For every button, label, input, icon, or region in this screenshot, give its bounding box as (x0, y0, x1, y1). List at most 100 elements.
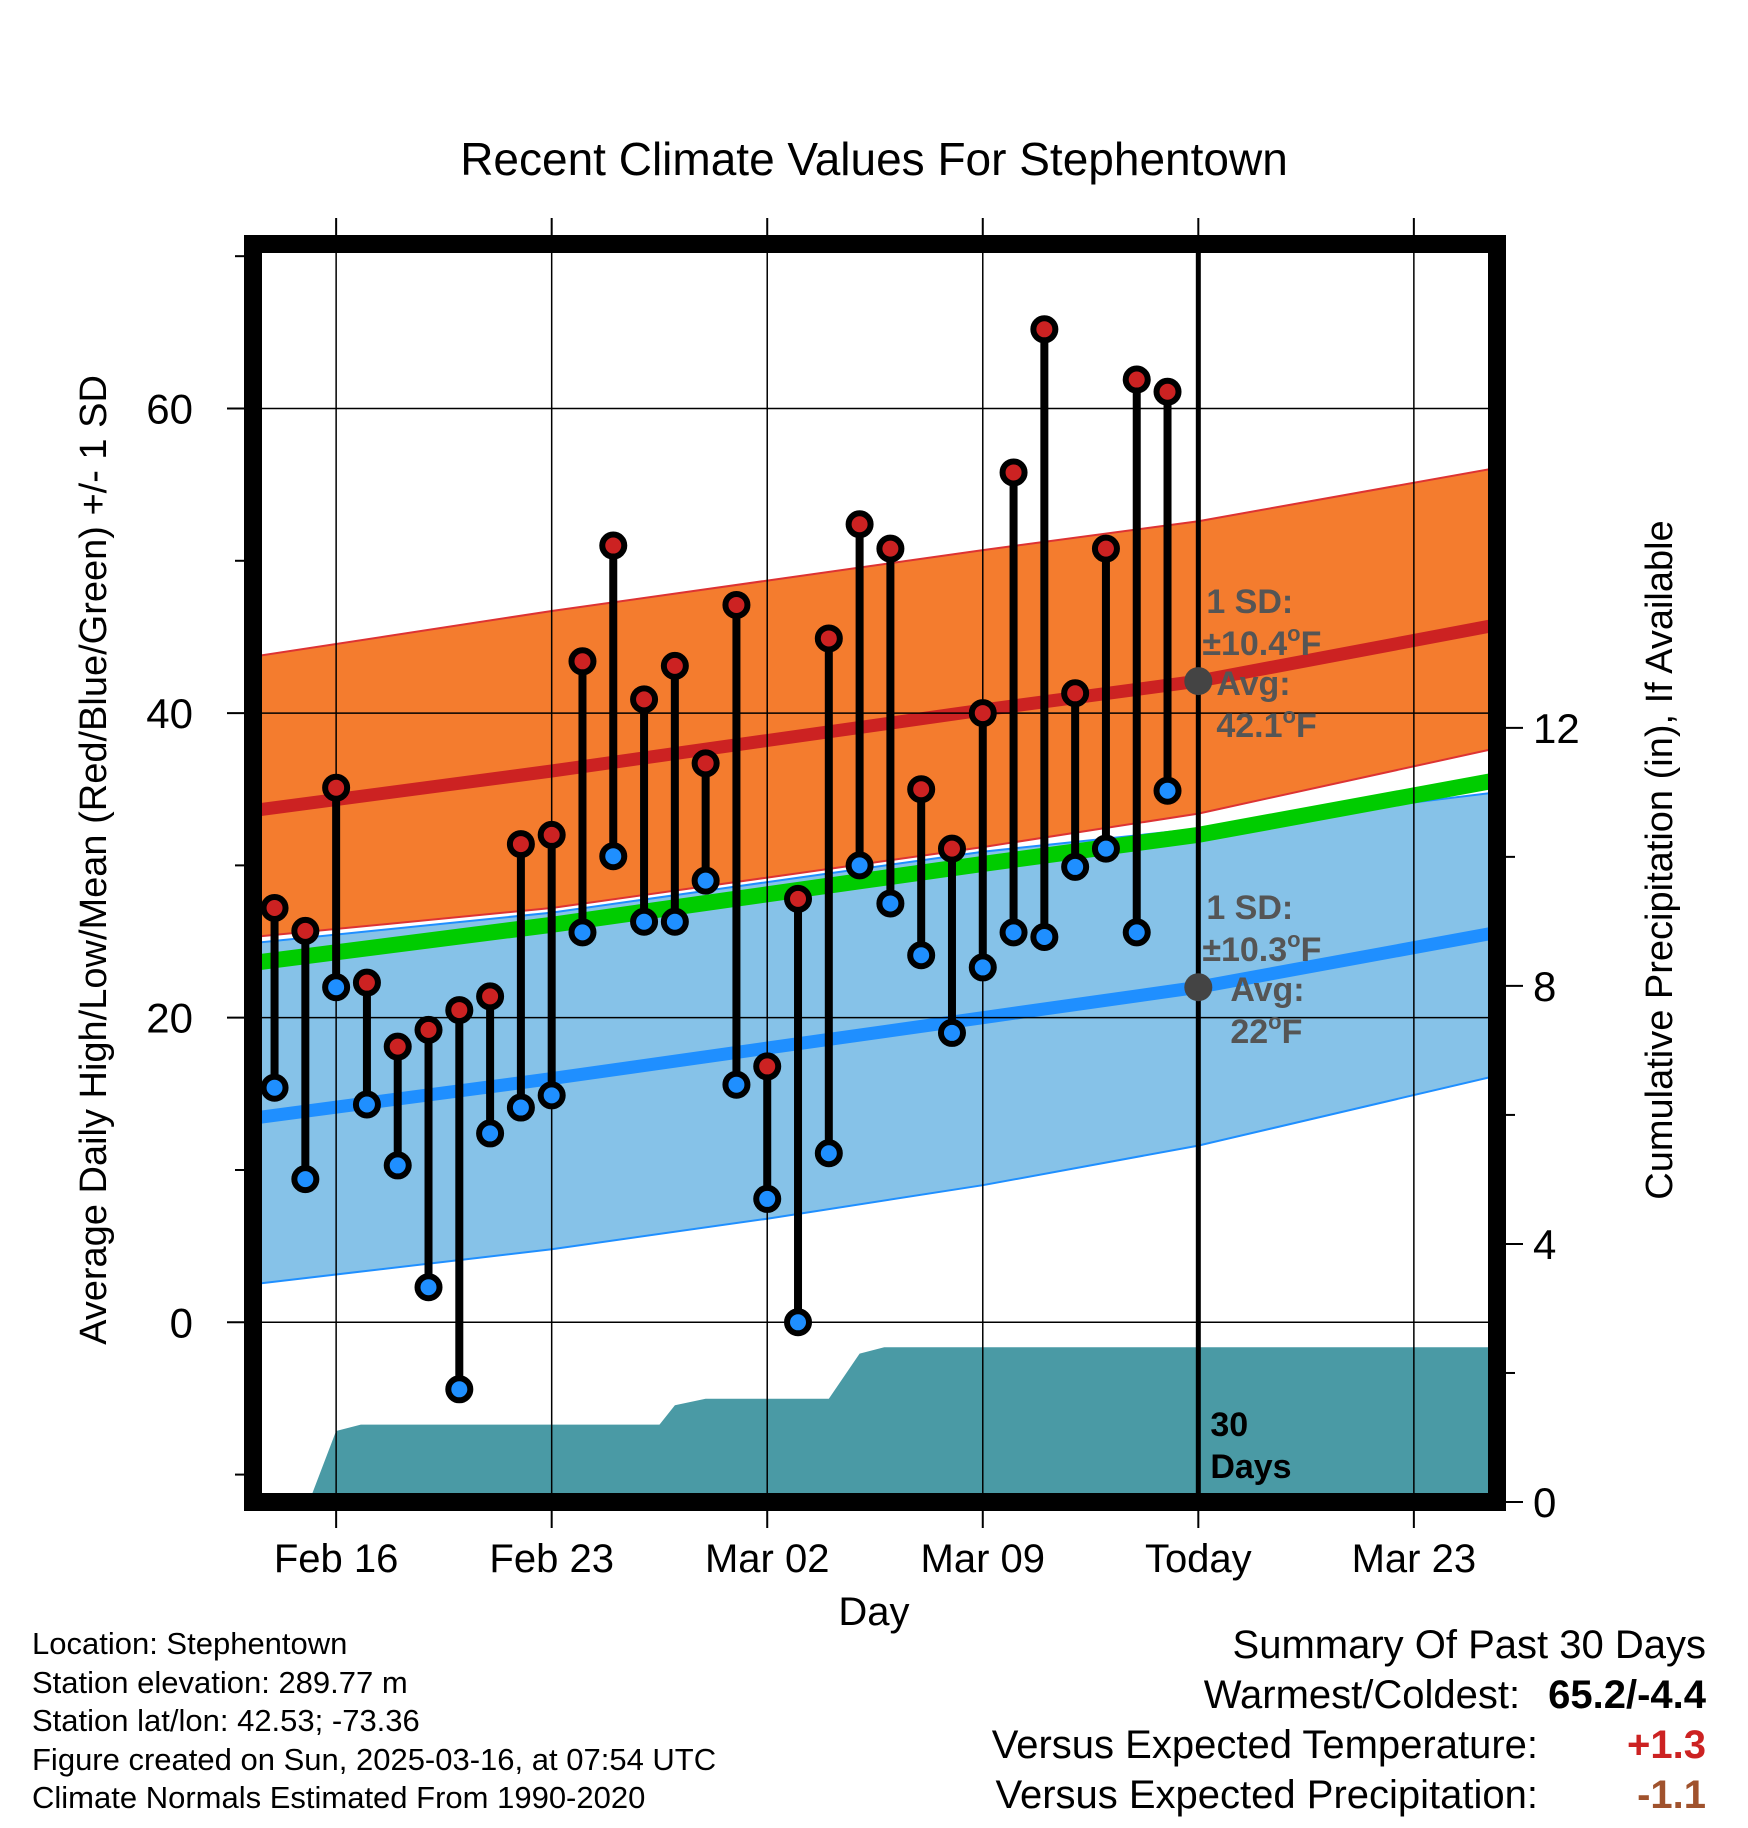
high-sd-label-part: 1 SD: (1206, 583, 1293, 621)
high-point (999, 458, 1028, 487)
high-point (907, 775, 936, 804)
high-point (722, 590, 751, 619)
low-point (414, 1273, 443, 1302)
low-point (999, 918, 1028, 947)
low-point (814, 1139, 843, 1168)
summary-title: Summary Of Past 30 Days (1232, 1623, 1706, 1667)
low-point (476, 1119, 505, 1148)
warmest-value: 65.2/-4.4 (1548, 1673, 1706, 1717)
summary-temp-row: Versus Expected Temperature: +1.3 (992, 1720, 1706, 1770)
high-point (1122, 365, 1151, 394)
y2-axis-label: Cumulative Precipitation (in), If Availa… (1639, 520, 1681, 1199)
low-point (907, 941, 936, 970)
high-point (383, 1032, 412, 1061)
summary-precip-row: Versus Expected Precipitation: -1.1 (992, 1770, 1706, 1820)
low-point (845, 851, 874, 880)
high-point (784, 884, 813, 913)
x-tick-label: Mar 09 (921, 1537, 1046, 1581)
low-avg-value-part: o (1268, 1009, 1281, 1034)
precipitation-area (253, 1347, 1497, 1502)
x-axis: Feb 16 Feb 23 Mar 02 Mar 09 Today Mar 23 (274, 218, 1476, 1581)
y-axis: 0 20 40 60 (146, 255, 244, 1476)
high-avg-value-part: F (1296, 707, 1317, 745)
low-point (660, 907, 689, 936)
high-point (599, 531, 628, 560)
precip-value: -1.1 (1637, 1773, 1706, 1817)
temp-value: +1.3 (1627, 1723, 1706, 1767)
high-sd-label: 1 SD: (1206, 583, 1293, 621)
low-avg-value-part: F (1282, 1013, 1303, 1051)
latlon-text: Station lat/lon: 42.53; -73.36 (32, 1703, 420, 1738)
y-axis-label: Average Daily High/Low/Mean (Red/Blue/Gr… (73, 375, 115, 1345)
high-avg-value-part: 42.1 (1216, 707, 1282, 745)
high-point (1030, 315, 1059, 344)
x-axis-label: Day (838, 1590, 909, 1634)
period-word-label: Days (1210, 1448, 1291, 1486)
x-tick-label: Mar 23 (1352, 1537, 1477, 1581)
low-normal-line (253, 926, 1497, 1125)
low-point (352, 1090, 381, 1119)
low-point (383, 1151, 412, 1180)
low-sd-value: ±10.3oF (1202, 927, 1321, 969)
high-point (937, 834, 966, 863)
low-sd-value-part: ±10.3 (1202, 931, 1287, 969)
low-point (537, 1081, 566, 1110)
high-point (260, 894, 289, 923)
low-sd-value-part: F (1301, 931, 1322, 969)
observations (260, 315, 1182, 1404)
high-avg-label-part: Avg: (1216, 665, 1290, 703)
precip-label: Versus Expected Precipitation: (995, 1773, 1538, 1817)
high-point (445, 996, 474, 1025)
high-point (537, 820, 566, 849)
low-point (1091, 834, 1120, 863)
high-point (660, 651, 689, 680)
high-point (414, 1015, 443, 1044)
low-point (722, 1070, 751, 1099)
elevation-text: Station elevation: 289.77 m (32, 1664, 408, 1700)
high-normal-line (253, 618, 1497, 818)
summary-panel: Summary Of Past 30 Days Warmest/Coldest:… (992, 1620, 1706, 1820)
summary-warmest-row: Warmest/Coldest: 65.2/-4.4 (992, 1670, 1706, 1720)
low-point (630, 907, 659, 936)
low-avg-label-part: Avg: (1230, 971, 1304, 1009)
high-point (322, 773, 351, 802)
low-point (876, 889, 905, 918)
low-avg-value: 22oF (1230, 1009, 1302, 1051)
low-point (691, 866, 720, 895)
low-point (568, 918, 597, 947)
low-point (1153, 776, 1182, 805)
high-point (352, 968, 381, 997)
temp-label: Versus Expected Temperature: (991, 1723, 1538, 1767)
high-point (968, 699, 997, 728)
high-point (753, 1052, 782, 1081)
low-point (322, 973, 351, 1002)
period-number-label: 30 (1210, 1406, 1248, 1444)
created-text: Figure created on Sun, 2025-03-16, at 07… (32, 1741, 717, 1777)
low-point (599, 842, 628, 871)
high-point (814, 624, 843, 653)
x-tick-label: Feb 16 (274, 1537, 399, 1581)
low-point (445, 1375, 474, 1404)
x-tick-label: Feb 23 (489, 1537, 614, 1581)
y2-tick-label: 12 (1533, 705, 1580, 752)
low-point (1122, 918, 1151, 947)
high-point (1091, 534, 1120, 563)
y2-tick-label: 8 (1533, 963, 1556, 1010)
high-sd-value-part: o (1287, 621, 1300, 646)
station-info: Location: Stephentown Station elevation:… (32, 1625, 716, 1818)
high-point (845, 510, 874, 539)
high-avg-value-part: o (1283, 703, 1296, 728)
low-point (753, 1184, 782, 1213)
high-point (876, 534, 905, 563)
high-avg-value: 42.1oF (1216, 703, 1316, 745)
low-sd-label: 1 SD: (1206, 889, 1293, 927)
low-point (937, 1018, 966, 1047)
high-point (630, 685, 659, 714)
location-text: Location: Stephentown (32, 1626, 348, 1661)
low-point (1061, 852, 1090, 881)
y-tick-label: 0 (170, 1299, 193, 1346)
high-point (568, 647, 597, 676)
high-point (1061, 679, 1090, 708)
